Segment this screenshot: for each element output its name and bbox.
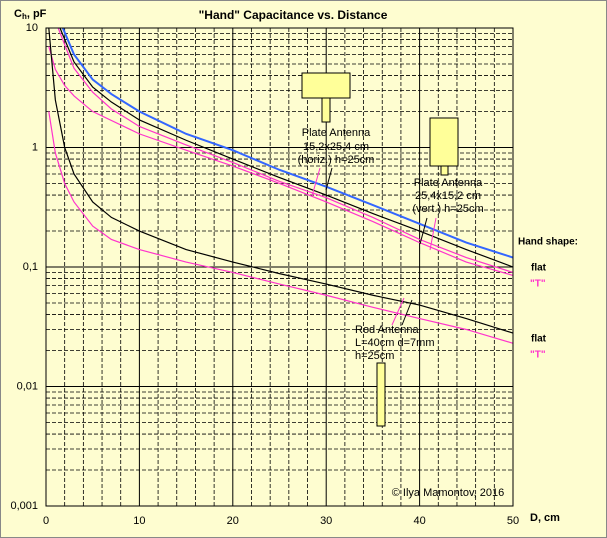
- y-label-sub: h: [22, 12, 27, 21]
- series-line: [59, 27, 514, 268]
- y-label-unit: , pF: [27, 8, 47, 20]
- x-tick-label: 30: [320, 515, 332, 527]
- rod-icon: [376, 362, 386, 427]
- leader: [325, 167, 333, 191]
- annotation: "T": [530, 279, 546, 290]
- annotation: (horiz.) h=25cm: [298, 154, 375, 166]
- leader: [391, 297, 405, 326]
- annotation: 25,4x15,2 cm: [415, 190, 481, 202]
- annotation: Rod Antenna: [355, 324, 419, 336]
- series-line: [48, 27, 514, 334]
- plate-horiz-icon: [301, 72, 351, 99]
- leader: [401, 299, 413, 326]
- annotation: L=40cm d=7mm: [355, 337, 434, 349]
- copyright: © Ilya Mamontov, 2016: [392, 487, 504, 499]
- x-label: D, cm: [530, 512, 560, 524]
- plate-vert-icon: [429, 117, 459, 167]
- x-tick-label: 40: [413, 515, 425, 527]
- annotation: h=25cm: [355, 350, 394, 362]
- series-line: [48, 46, 514, 277]
- annotation: (vert.) h=25cm: [412, 203, 483, 215]
- lines: [48, 27, 514, 344]
- plate-vert-stem: [440, 165, 449, 176]
- leader: [311, 167, 321, 197]
- annotation: flat: [531, 334, 547, 345]
- series-line: [57, 27, 514, 274]
- chart-title: "Hand" Capacitance vs. Distance: [199, 8, 388, 22]
- plate-horiz-stem: [321, 97, 331, 123]
- annotation: Plate Antenna: [302, 127, 371, 139]
- y-tick-label: 0,001: [10, 500, 38, 512]
- leader: [419, 217, 428, 245]
- annotation: flat: [531, 263, 547, 274]
- annotation: Hand shape:: [518, 237, 578, 248]
- x-tick-label: 50: [507, 515, 519, 527]
- y-label: Ch, pF: [14, 8, 47, 21]
- series-line: [48, 111, 514, 344]
- annotation: Plate Antenna: [414, 177, 483, 189]
- series-line: [61, 27, 514, 259]
- x-tick-label: 0: [43, 515, 49, 527]
- y-tick-label: 0,1: [23, 261, 38, 273]
- plot-frame: [45, 27, 514, 507]
- annotation: "T": [530, 350, 546, 361]
- y-label-main: C: [14, 8, 22, 20]
- y-tick-label: 10: [26, 22, 38, 34]
- y-tick-label: 0,01: [17, 380, 38, 392]
- y-tick-label: 1: [32, 141, 38, 153]
- x-tick-label: 20: [227, 515, 239, 527]
- annotation: 15,2x25,4 cm: [303, 141, 369, 153]
- x-tick-label: 10: [133, 515, 145, 527]
- leader: [429, 217, 437, 251]
